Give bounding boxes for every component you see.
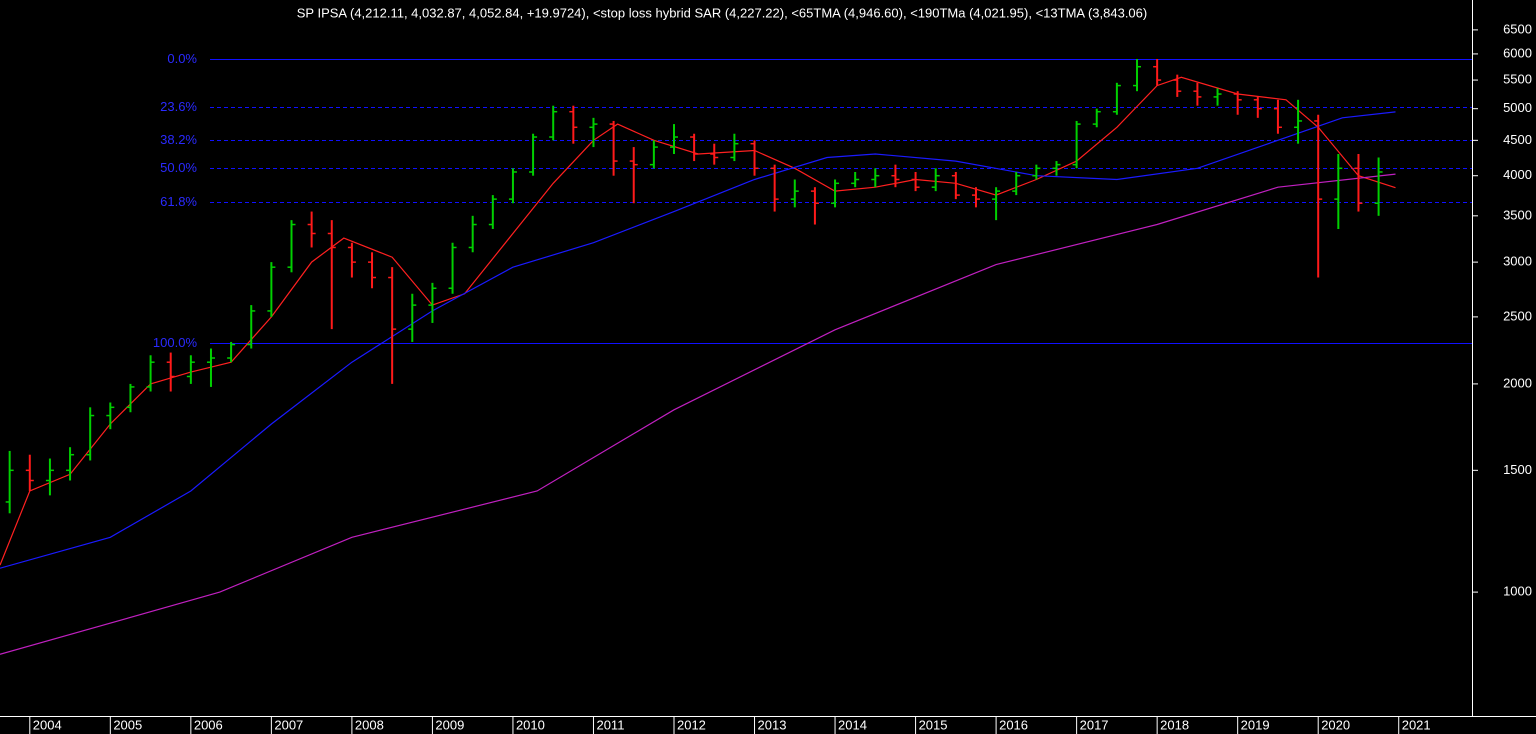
y-tick-label: 4500	[1503, 132, 1532, 147]
y-tick-label: 6000	[1503, 45, 1532, 60]
y-tick-label: 2500	[1503, 308, 1532, 323]
y-tick-label: 2000	[1503, 375, 1532, 390]
x-tick-label: 2008	[355, 717, 384, 732]
y-tick-label: 1500	[1503, 462, 1532, 477]
x-tick-label: 2015	[919, 717, 948, 732]
x-tick-label: 2018	[1160, 717, 1189, 732]
x-tick-label: 2021	[1402, 717, 1431, 732]
y-tick-label: 6500	[1503, 21, 1532, 36]
fib-level-label: 38.2%	[160, 132, 197, 147]
x-tick-label: 2010	[516, 717, 545, 732]
x-tick-label: 2007	[274, 717, 303, 732]
fib-level-label: 100.0%	[153, 335, 198, 350]
y-tick-label: 5500	[1503, 71, 1532, 86]
x-tick-label: 2004	[33, 717, 62, 732]
x-tick-label: 2011	[596, 717, 624, 732]
y-tick-label: 3000	[1503, 254, 1532, 269]
x-tick-label: 2020	[1321, 717, 1350, 732]
x-tick-label: 2006	[194, 717, 223, 732]
y-tick-label: 3500	[1503, 207, 1532, 222]
fib-level-label: 0.0%	[167, 51, 197, 66]
x-tick-label: 2016	[999, 717, 1028, 732]
x-tick-label: 2009	[435, 717, 464, 732]
chart-title: SP IPSA (4,212.11, 4,032.87, 4,052.84, +…	[297, 5, 1147, 20]
moving-average-line	[0, 76, 1396, 566]
x-tick-label: 2014	[838, 717, 867, 732]
x-tick-label: 2017	[1080, 717, 1109, 732]
moving-average-line	[0, 173, 1396, 655]
moving-average-line	[0, 111, 1396, 569]
y-tick-label: 1000	[1503, 584, 1532, 599]
fib-level-label: 23.6%	[160, 99, 197, 114]
x-tick-label: 2012	[677, 717, 706, 732]
fib-level-label: 50.0%	[160, 160, 197, 175]
y-tick-label: 5000	[1503, 100, 1532, 115]
x-tick-label: 2005	[113, 717, 142, 732]
fib-level-label: 61.8%	[160, 194, 197, 209]
x-tick-label: 2019	[1241, 717, 1270, 732]
x-tick-label: 2013	[758, 717, 787, 732]
y-tick-label: 4000	[1503, 167, 1532, 182]
